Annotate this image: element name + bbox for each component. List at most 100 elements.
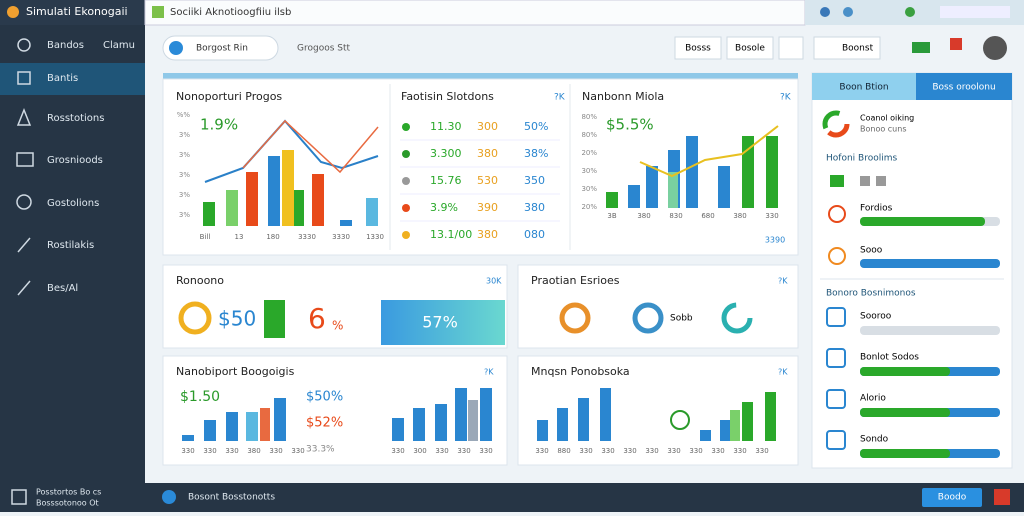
- x-tick-label: 380: [637, 212, 650, 220]
- table-cell: 390: [477, 201, 498, 214]
- card-title: Mnqsn Ponobsoka: [531, 365, 630, 378]
- x-tick-label: 330: [645, 447, 658, 455]
- icon[interactable]: [950, 38, 962, 50]
- row-icon: [402, 177, 410, 185]
- button[interactable]: [674, 36, 722, 60]
- window-buttons[interactable]: [940, 6, 1010, 18]
- breadcrumb: Grogoos Stt: [297, 44, 351, 54]
- donut: [178, 301, 212, 335]
- table-cell: 11.30: [430, 120, 462, 133]
- x-tick-label: 330: [755, 447, 768, 455]
- tab-label: Boon Btion: [839, 83, 888, 93]
- icon: [876, 176, 886, 186]
- panel-title: Nonoporturi Progos: [176, 90, 282, 103]
- kpi: $1.50: [180, 389, 220, 405]
- kpi: $50%: [306, 390, 343, 405]
- x-tick-label: 13: [235, 233, 244, 241]
- select-icon: [169, 41, 183, 55]
- donut: [632, 302, 664, 334]
- table-cell: 38%: [524, 147, 548, 160]
- icon[interactable]: [843, 7, 853, 17]
- progress-bar: [860, 367, 950, 376]
- nav-icon: [16, 152, 34, 167]
- x-tick-label: 330: [457, 447, 470, 455]
- row-icon: [402, 150, 410, 158]
- card-title: Praotian Esrioes: [531, 274, 620, 287]
- x-tick-label: 3330: [298, 233, 316, 241]
- card-mark: ?K: [778, 368, 788, 377]
- item-label: Fordios: [860, 204, 893, 214]
- margin-bars: [537, 388, 776, 441]
- button-label: Bosss: [685, 44, 711, 54]
- kpi: 1.9%: [200, 116, 238, 134]
- x-tick-label: 330: [203, 447, 216, 455]
- kpi: 33.3%: [306, 445, 335, 455]
- tab[interactable]: [916, 73, 1012, 100]
- progress-bar: [860, 449, 950, 458]
- nav-item[interactable]: Bandos: [47, 40, 84, 51]
- section-title: Hofoni Broolims: [826, 154, 897, 164]
- panel-footer: 3390: [765, 236, 785, 245]
- icon: [670, 410, 690, 430]
- select-text: Borgost Rin: [196, 44, 248, 54]
- account-label: Boonst: [842, 44, 874, 54]
- item-icon: [826, 389, 846, 409]
- item-label: Sooroo: [860, 312, 892, 322]
- card: [162, 355, 508, 466]
- kpi-bar: [264, 300, 285, 338]
- select[interactable]: [162, 35, 279, 61]
- x-tick-label: 880: [557, 447, 570, 455]
- y-tick-label: 3%: [179, 171, 190, 179]
- icon[interactable]: [820, 7, 830, 17]
- x-tick-label: 380: [247, 447, 260, 455]
- nav-item[interactable]: Bes/Al: [47, 283, 78, 294]
- x-tick-label: 180: [266, 233, 279, 241]
- trend-line: [204, 119, 379, 183]
- kpi: %: [332, 319, 343, 333]
- x-tick-label: 380: [733, 212, 746, 220]
- account[interactable]: [813, 36, 881, 60]
- icon[interactable]: [905, 7, 915, 17]
- icon[interactable]: [994, 489, 1010, 505]
- nav-item[interactable]: Rostilakis: [47, 240, 94, 251]
- status-icon: [162, 490, 176, 504]
- nav-item[interactable]: Grosnioods: [47, 155, 103, 166]
- app-icon: [7, 6, 19, 18]
- card-label: Sobb: [670, 314, 693, 324]
- status-button[interactable]: [922, 488, 982, 507]
- tab[interactable]: [812, 73, 916, 100]
- button[interactable]: [726, 36, 774, 60]
- tab[interactable]: [144, 0, 806, 26]
- avatar[interactable]: [983, 36, 1007, 60]
- card-title: Ronoono: [176, 274, 224, 287]
- table-cell: 530: [477, 174, 498, 187]
- kpi: 57%: [422, 313, 458, 332]
- tab-title: Sociiki Aknotioogfiiu ilsb: [170, 7, 291, 18]
- x-tick-label: 1330: [366, 233, 384, 241]
- icon[interactable]: [912, 42, 930, 53]
- nav-icon: [16, 107, 32, 126]
- trend-bars: [203, 150, 378, 226]
- search-button[interactable]: [778, 36, 804, 60]
- nav-item[interactable]: Clamu: [103, 40, 135, 51]
- progress-bar: [860, 259, 1000, 268]
- x-tick-label: Bill: [200, 233, 211, 241]
- progress-bar: [860, 408, 950, 417]
- sidebar: [0, 25, 145, 512]
- panel-mark: ?K: [780, 93, 792, 103]
- x-tick-label: 330: [733, 447, 746, 455]
- table-cell: 3.300: [430, 147, 462, 160]
- panel-title: Faotisin Slotdons: [401, 90, 494, 103]
- x-tick-label: 3330: [332, 233, 350, 241]
- progress-bar: [860, 217, 985, 226]
- nav-item[interactable]: Gostolions: [47, 198, 99, 209]
- sidebar-active: [0, 63, 145, 95]
- nav-item[interactable]: Rosstotions: [47, 113, 104, 124]
- sidebar-footer: Bosssotonoo Ot: [36, 499, 99, 508]
- table-cell: 380: [524, 201, 545, 214]
- nav-item[interactable]: Bantis: [47, 73, 78, 84]
- table-cell: 080: [524, 228, 545, 241]
- x-tick-label: 330: [225, 447, 238, 455]
- y-tick-label: 80%: [581, 113, 597, 121]
